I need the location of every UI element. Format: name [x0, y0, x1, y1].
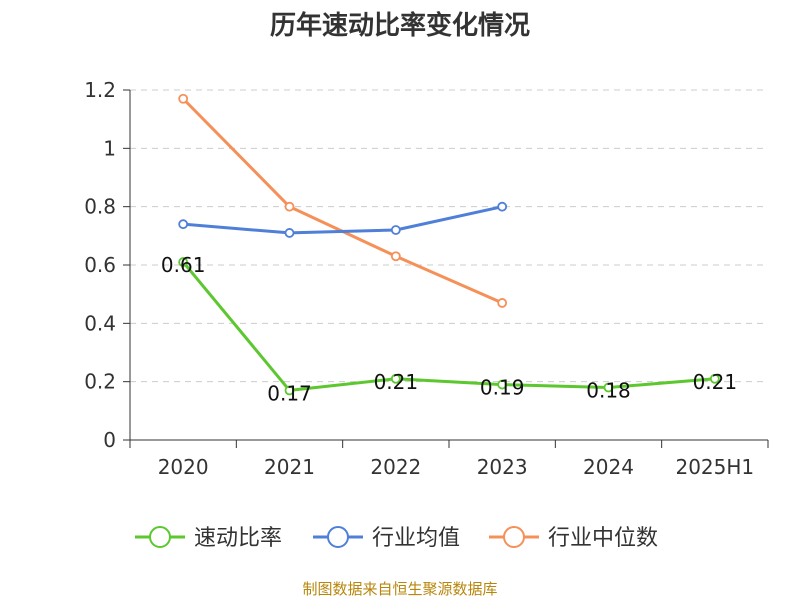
x-tick-label: 2022 [370, 455, 421, 479]
data-point [178, 93, 189, 104]
legend-marker [327, 526, 349, 548]
chart-title: 历年速动比率变化情况 [270, 10, 530, 41]
legend-label: 速动比率 [194, 526, 282, 551]
data-point [178, 257, 189, 267]
x-tick-label: 2025H1 [675, 455, 754, 479]
data-label: 0.17 [267, 381, 312, 405]
x-tick-label: 2024 [583, 455, 634, 479]
y-tick-label: 0 [103, 428, 116, 452]
y-tick-label: 0.4 [84, 311, 116, 335]
data-point [284, 201, 295, 212]
grid-lines [130, 89, 768, 383]
series-line [181, 97, 504, 305]
y-tick-label: 1.2 [84, 78, 116, 102]
x-tick-label: 2020 [158, 455, 209, 479]
data-label: 0.21 [693, 370, 738, 394]
legend: 速动比率 行业均值 行业中位数 [135, 526, 658, 551]
series-line [181, 205, 504, 235]
x-tick-label: 2021 [264, 455, 315, 479]
data-point [709, 373, 720, 384]
data-point [390, 251, 401, 262]
data-label: 0.19 [480, 376, 525, 400]
data-point [497, 298, 508, 308]
data-point [284, 385, 295, 396]
series-layer [178, 93, 720, 396]
axes: 0 0.2 0.4 0.6 0.8 1 1.2 2020 2021 2022 2023 2024 202… [84, 78, 769, 479]
data-label: 0.61 [161, 253, 206, 277]
data-point [390, 225, 401, 235]
data-label: 0.21 [374, 370, 419, 394]
series-line [181, 260, 717, 392]
source-note: 制图数据来自恒生聚源数据库 [302, 580, 497, 598]
y-tick-label: 0.6 [84, 253, 116, 277]
legend-marker [503, 526, 525, 548]
y-tick-label: 1 [103, 136, 116, 160]
data-point [497, 201, 508, 212]
data-point [284, 228, 295, 238]
legend-label: 行业均值 [372, 526, 460, 551]
data-point [497, 379, 508, 390]
y-tick-label: 0.8 [84, 195, 116, 219]
data-point [178, 219, 189, 230]
data-point [603, 382, 614, 393]
y-tick-label: 0.2 [84, 370, 116, 394]
data-point [390, 373, 401, 384]
legend-label: 行业中位数 [548, 526, 658, 551]
legend-marker [149, 526, 171, 548]
x-tick-label: 2023 [477, 455, 528, 479]
data-labels: 0.61 0.17 0.21 0.19 0.18 0.21 [161, 253, 737, 405]
data-label: 0.18 [586, 379, 631, 403]
